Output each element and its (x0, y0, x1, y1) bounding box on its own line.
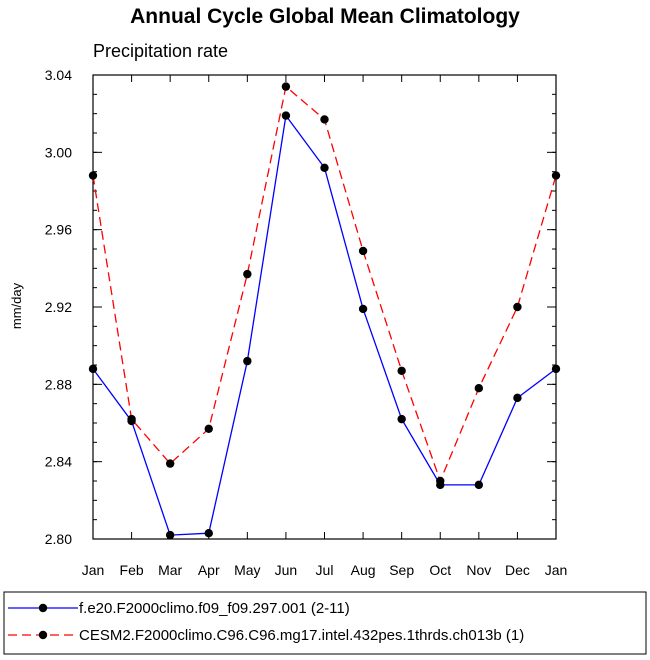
x-tick-label: Jun (275, 562, 298, 578)
y-tick-label: 2.92 (45, 299, 72, 315)
series-1-point (243, 356, 252, 366)
series-2-point (127, 414, 136, 424)
series-1-point (165, 530, 175, 540)
y-tick-label: 2.96 (45, 222, 72, 238)
chart-title: Annual Cycle Global Mean Climatology (130, 5, 520, 28)
series-1-point (88, 364, 98, 374)
series-1-point (513, 393, 522, 403)
legend-label-2: CESM2.F2000climo.C96.C96.mg17.intel.432p… (79, 627, 524, 644)
axes: Jan Feb Mar Apr May Jun Jul Aug Sep Oct Nov Dec Jan 2… (45, 67, 568, 578)
y-tick-label: 3.04 (45, 67, 72, 83)
x-tick-label: Apr (198, 562, 220, 578)
series-1-point (397, 414, 406, 424)
x-tick-label: Dec (505, 562, 530, 578)
series-2-point (165, 459, 175, 468)
series-1-point (358, 304, 368, 314)
series-1-point (204, 529, 213, 538)
x-tick-label: Feb (120, 562, 144, 578)
series-line-1 (92, 113, 557, 536)
series-line-2 (92, 85, 557, 483)
series-2-point (243, 269, 252, 279)
chart-subtitle: Precipitation rate (93, 41, 228, 61)
plot-frame (92, 74, 557, 540)
series-2-point (551, 171, 561, 180)
series-2-point (397, 366, 406, 375)
series-2-point (513, 302, 522, 312)
x-tick-label: Jan (545, 562, 568, 578)
series-2-point (204, 424, 213, 433)
series-2-point (281, 82, 291, 91)
x-tick-label: Jul (316, 562, 334, 578)
series-2-point (358, 246, 368, 256)
series-layer (88, 82, 561, 540)
series-1-point (474, 480, 484, 490)
series-2-point (320, 115, 329, 124)
series-2-point (474, 384, 484, 393)
legend: f.e20.F2000climo.f09_f09.297.001 (2-11) C… (3, 591, 647, 655)
x-tick-label: Nov (466, 562, 491, 578)
x-tick-label: Aug (351, 562, 376, 578)
y-tick-label: 2.80 (45, 531, 72, 547)
series-1-point (281, 111, 291, 120)
legend-label-1: f.e20.F2000climo.f09_f09.297.001 (2-11) (79, 600, 350, 617)
y-axis-label: mm/day (9, 282, 24, 329)
x-tick-label: Sep (389, 562, 414, 578)
legend-marker-1 (38, 603, 48, 613)
series-1-point (320, 163, 329, 172)
legend-box (3, 591, 647, 655)
series-2-point (436, 476, 445, 486)
y-tick-label: 2.88 (45, 376, 72, 392)
x-tick-label: Oct (429, 562, 451, 578)
legend-items: f.e20.F2000climo.f09_f09.297.001 (2-11) C… (8, 600, 524, 644)
y-tick-label: 2.84 (45, 454, 72, 470)
legend-marker-2 (38, 630, 48, 640)
x-tick-label: Mar (158, 562, 182, 578)
series-2-point (88, 171, 98, 180)
x-tick-label: May (234, 562, 260, 578)
series-1-point (551, 364, 561, 374)
x-tick-label: Jan (82, 562, 105, 578)
y-tick-label: 3.00 (45, 144, 72, 160)
